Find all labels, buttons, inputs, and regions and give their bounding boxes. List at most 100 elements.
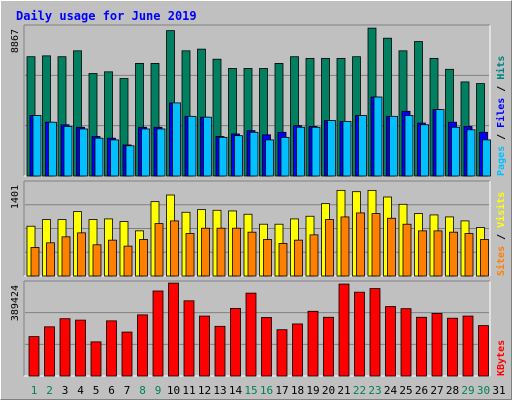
bar-kbytes-day-25: [400, 308, 412, 377]
x-tick-label-day-12: 12: [198, 384, 211, 397]
bar-sites-day-27: [433, 230, 443, 277]
x-tick-label-day-2: 2: [46, 384, 53, 397]
legend-kbytes: KBytes: [496, 340, 507, 376]
bar-pages-day-26: [420, 124, 429, 177]
x-tick-label-day-11: 11: [182, 384, 195, 397]
bar-pages-day-14: [234, 135, 243, 177]
bar-kbytes-day-5: [90, 341, 102, 377]
plot-area-kbytes: [24, 281, 490, 376]
bar-sites-day-11: [185, 233, 195, 277]
bar-sites-day-10: [170, 220, 179, 277]
legend-visits: Visits: [495, 192, 507, 228]
x-tick-label-day-25: 25: [399, 384, 412, 397]
x-tick-label-day-23: 23: [368, 384, 381, 397]
legend-pages: Pages: [496, 146, 507, 176]
bar-sites-day-14: [232, 227, 241, 277]
bar-sites-day-17: [278, 243, 288, 277]
x-tick-label-day-26: 26: [415, 384, 428, 397]
bar-pages-day-12: [203, 116, 212, 177]
bar-kbytes-day-23: [369, 288, 381, 377]
bar-kbytes-day-30: [478, 325, 489, 377]
bar-kbytes-day-29: [462, 315, 474, 377]
bar-pages-day-6: [110, 139, 119, 177]
bar-pages-day-9: [156, 128, 166, 177]
bar-kbytes-day-2: [44, 326, 55, 377]
legend-hits: Hits: [495, 56, 507, 80]
bar-sites-day-22: [356, 212, 365, 277]
x-tick-label-day-14: 14: [229, 384, 243, 397]
bar-kbytes-day-6: [106, 320, 117, 377]
bar-kbytes-day-4: [75, 319, 86, 377]
bar-kbytes-day-1: [28, 336, 40, 377]
x-tick-label-day-24: 24: [384, 384, 398, 397]
bar-sites-day-15: [247, 231, 257, 277]
bar-pages-day-21: [342, 120, 352, 177]
bar-kbytes-day-12: [199, 315, 210, 377]
y-max-label: 8867: [10, 29, 21, 53]
bar-sites-day-25: [402, 223, 412, 277]
bar-pages-day-28: [451, 126, 460, 177]
bar-kbytes-day-21: [338, 283, 350, 377]
x-tick-label-day-22: 22: [353, 384, 366, 397]
x-tick-label-day-19: 19: [306, 384, 319, 397]
x-tick-label-day-5: 5: [93, 384, 100, 397]
bar-sites-day-1: [30, 247, 40, 277]
bar-sites-day-29: [464, 233, 474, 277]
bar-kbytes-day-17: [276, 329, 288, 377]
bar-kbytes-day-9: [152, 290, 164, 377]
x-tick-label-day-3: 3: [62, 384, 69, 397]
x-tick-label-day-7: 7: [124, 384, 131, 397]
bar-sites-day-30: [480, 239, 489, 277]
bar-sites-day-4: [77, 232, 86, 277]
bar-kbytes-day-8: [137, 314, 148, 377]
bar-pages-day-24: [389, 115, 398, 177]
bar-sites-day-2: [46, 242, 55, 277]
x-tick-label-day-20: 20: [322, 384, 335, 397]
bar-pages-day-18: [296, 126, 305, 177]
bar-pages-day-5: [94, 137, 104, 177]
x-tick-label-day-27: 27: [430, 384, 443, 397]
chart-title: Daily usage for June 2019: [16, 9, 197, 23]
bar-pages-day-29: [466, 129, 476, 177]
bar-kbytes-day-19: [307, 310, 319, 377]
bar-sites-day-28: [449, 231, 458, 277]
x-tick-label-day-6: 6: [108, 384, 115, 397]
bar-sites-day-7: [123, 245, 133, 277]
x-tick-label-day-8: 8: [139, 384, 146, 397]
x-tick-label-day-16: 16: [260, 384, 273, 397]
bar-sites-day-6: [108, 239, 117, 277]
bar-kbytes-day-24: [385, 306, 396, 377]
bar-sites-day-26: [418, 230, 427, 277]
bar-sites-day-21: [340, 216, 350, 277]
x-tick-label-day-30: 30: [477, 384, 490, 397]
x-tick-label-day-13: 13: [213, 384, 226, 397]
bar-pages-day-20: [327, 120, 336, 177]
bar-pages-day-2: [48, 121, 57, 177]
bar-sites-day-20: [325, 219, 334, 277]
bar-kbytes-day-15: [245, 292, 257, 377]
bar-sites-day-18: [294, 239, 303, 277]
bar-pages-day-8: [141, 128, 150, 177]
bar-pages-day-17: [280, 136, 290, 177]
side-legend-kbytes: KBytes: [496, 340, 507, 376]
bar-sites-day-9: [154, 223, 164, 277]
bar-kbytes-day-26: [416, 316, 427, 377]
side-legend-visits-sites: Sites / Visits: [495, 192, 507, 276]
bar-kbytes-day-28: [447, 317, 458, 377]
x-tick-label-day-9: 9: [155, 384, 162, 397]
x-tick-label-day-17: 17: [275, 384, 288, 397]
bar-kbytes-day-20: [323, 316, 334, 377]
bar-pages-day-25: [404, 115, 414, 177]
bar-sites-day-8: [139, 239, 148, 277]
x-tick-label-day-21: 21: [337, 384, 350, 397]
legend-separator: /: [496, 228, 507, 246]
bar-pages-day-11: [187, 115, 197, 177]
x-tick-label-day-28: 28: [446, 384, 459, 397]
legend-separator: /: [496, 80, 507, 98]
bar-sites-day-3: [61, 236, 71, 277]
bar-kbytes-day-14: [230, 308, 241, 377]
bar-pages-day-4: [79, 128, 88, 177]
bar-sites-day-19: [309, 234, 319, 277]
bar-sites-day-12: [201, 227, 210, 277]
